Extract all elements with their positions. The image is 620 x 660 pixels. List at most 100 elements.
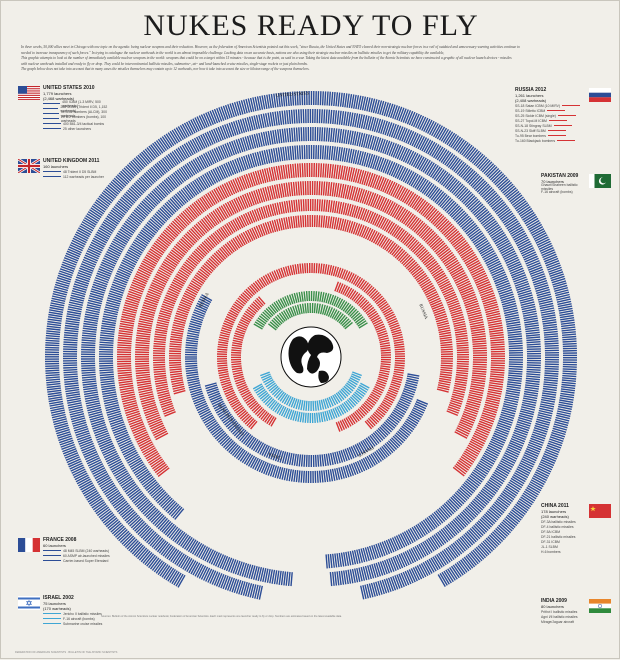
- launcher-mark: [508, 377, 522, 379]
- launcher-mark: [186, 345, 198, 346]
- launcher-mark: [298, 412, 300, 422]
- launcher-mark: [509, 369, 523, 370]
- launcher-mark: [171, 334, 183, 336]
- launcher-mark: [380, 345, 390, 347]
- launcher-mark: [299, 200, 300, 212]
- launcher-mark: [473, 348, 487, 349]
- launcher-mark: [282, 129, 284, 143]
- launcher-mark: [408, 374, 420, 376]
- france-flag-icon: [18, 537, 40, 551]
- launcher-mark: [509, 371, 523, 372]
- launcher-mark: [291, 572, 292, 586]
- launcher-mark: [63, 347, 77, 348]
- launcher-mark: [324, 470, 325, 482]
- launcher-mark: [286, 183, 288, 197]
- launcher-mark: [301, 400, 303, 410]
- launcher-mark: [135, 366, 149, 367]
- launcher-mark: [345, 93, 347, 107]
- launcher-mark: [337, 111, 339, 125]
- launcher-mark: [289, 201, 291, 213]
- launcher-mark: [275, 112, 277, 126]
- launcher-mark: [489, 385, 503, 387]
- china-legend: CHINA 2011 178 launchers (240 warheads) …: [541, 503, 587, 554]
- launcher-mark: [155, 334, 167, 336]
- launcher-mark: [417, 400, 428, 405]
- launcher-mark: [508, 336, 522, 337]
- launcher-mark: [171, 337, 183, 339]
- launcher-mark: [171, 378, 183, 380]
- launcher-mark: [395, 347, 405, 348]
- launcher-mark: [563, 367, 577, 368]
- launcher-mark: [46, 381, 60, 382]
- launcher-mark: [46, 377, 60, 378]
- launcher-mark: [297, 128, 298, 142]
- launcher-mark: [322, 454, 323, 466]
- launcher-mark: [81, 368, 95, 369]
- launcher-mark: [232, 366, 242, 367]
- launcher-mark: [545, 373, 559, 374]
- launcher-mark: [304, 455, 305, 467]
- launcher-mark: [394, 339, 404, 341]
- launcher-mark: [473, 343, 487, 344]
- launcher-mark: [318, 163, 319, 177]
- launcher-mark: [507, 329, 521, 331]
- launcher-mark: [232, 370, 242, 372]
- launcher-mark: [507, 324, 521, 326]
- launcher-mark: [326, 470, 328, 482]
- launcher-mark: [45, 368, 59, 369]
- launcher-mark: [64, 372, 78, 373]
- launcher-mark: [65, 330, 79, 332]
- launcher-mark: [509, 366, 523, 367]
- launcher-mark: [287, 128, 289, 142]
- launcher-mark: [456, 338, 468, 340]
- launcher-mark: [320, 91, 321, 105]
- launcher-mark: [306, 471, 307, 483]
- launcher-mark: [153, 362, 165, 363]
- launcher-mark: [118, 372, 132, 373]
- launcher-mark: [440, 370, 452, 371]
- launcher-mark: [319, 400, 321, 410]
- launcher-mark: [231, 560, 236, 573]
- launcher-mark: [297, 145, 298, 159]
- launcher-mark: [530, 438, 543, 443]
- launcher-mark: [64, 374, 78, 375]
- launcher-mark: [305, 215, 306, 227]
- launcher-mark: [561, 327, 575, 329]
- launcher-mark: [473, 364, 487, 365]
- launcher-mark: [136, 370, 150, 371]
- launcher-mark: [439, 378, 451, 380]
- launcher-mark: [217, 365, 227, 366]
- launcher-mark: [544, 336, 558, 337]
- launcher-mark: [289, 128, 290, 142]
- launcher-mark: [289, 572, 290, 586]
- launcher-mark: [155, 382, 167, 384]
- launcher-mark: [321, 163, 322, 177]
- launcher-mark: [153, 365, 165, 366]
- launcher-mark: [136, 372, 150, 373]
- launcher-mark: [560, 393, 574, 395]
- launcher-mark: [117, 366, 131, 367]
- launcher-mark: [295, 264, 297, 274]
- launcher-mark: [542, 320, 556, 322]
- launcher-mark: [562, 382, 576, 383]
- launcher-mark: [155, 332, 167, 334]
- launcher-mark: [545, 369, 559, 370]
- launcher-mark: [473, 369, 487, 370]
- launcher-mark: [472, 334, 486, 336]
- launcher-mark: [277, 571, 279, 585]
- launcher-mark: [218, 367, 228, 368]
- launcher-mark: [319, 413, 320, 423]
- launcher-mark: [320, 455, 321, 467]
- launcher-mark: [526, 330, 540, 332]
- launcher-mark: [111, 422, 124, 427]
- launcher-mark: [301, 215, 302, 227]
- launcher-mark: [330, 182, 332, 196]
- launcher-mark: [303, 109, 304, 123]
- launcher-mark: [369, 212, 374, 223]
- launcher-mark: [315, 413, 316, 423]
- launcher-mark: [299, 292, 301, 302]
- legend-row: Mirage/Jaguar aircraft: [541, 619, 587, 624]
- launcher-mark: [170, 339, 182, 341]
- launcher-mark: [525, 325, 539, 327]
- launcher-mark: [561, 322, 575, 324]
